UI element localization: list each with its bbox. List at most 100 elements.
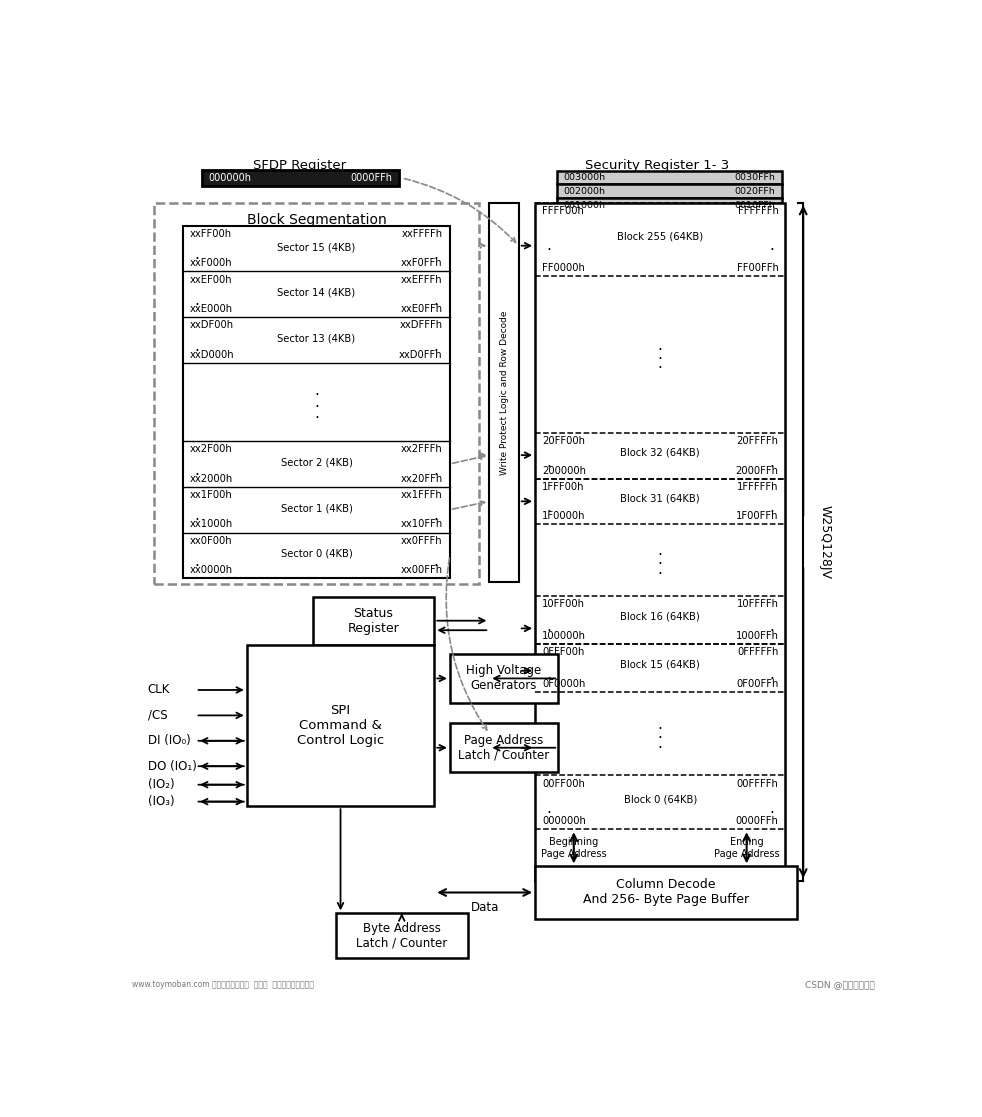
Text: Byte Address
Latch / Counter: Byte Address Latch / Counter <box>356 922 448 949</box>
Text: 0FFFFFh: 0FFFFFh <box>737 647 779 657</box>
Text: .: . <box>433 338 438 354</box>
Text: Block 16 (64KB): Block 16 (64KB) <box>621 612 700 622</box>
Text: xxF0FFh: xxF0FFh <box>402 258 443 268</box>
Text: .: . <box>194 508 199 524</box>
Text: xx2000h: xx2000h <box>191 474 234 484</box>
Text: 0020FFh: 0020FFh <box>735 187 776 195</box>
Text: xxD0FFh: xxD0FFh <box>400 350 443 360</box>
Text: .: . <box>194 462 199 478</box>
Text: xxE000h: xxE000h <box>191 304 234 314</box>
Text: 001000h: 001000h <box>563 201 605 210</box>
Text: .: . <box>433 508 438 524</box>
Bar <box>557 171 782 184</box>
Text: Sector 14 (4KB): Sector 14 (4KB) <box>278 288 355 298</box>
Text: .: . <box>433 247 438 262</box>
Text: Block Segmentation: Block Segmentation <box>246 213 386 227</box>
Text: Sector 2 (4KB): Sector 2 (4KB) <box>281 457 353 467</box>
Bar <box>535 202 786 881</box>
Text: xxF000h: xxF000h <box>191 258 233 268</box>
Text: Sector 0 (4KB): Sector 0 (4KB) <box>281 548 353 558</box>
Text: .: . <box>433 293 438 308</box>
Text: xx2FFFh: xx2FFFh <box>401 445 443 455</box>
Text: 000000h: 000000h <box>208 173 251 183</box>
Text: Block 32 (64KB): Block 32 (64KB) <box>621 448 700 458</box>
Text: .: . <box>547 619 552 633</box>
Text: Block 0 (64KB): Block 0 (64KB) <box>624 794 697 804</box>
Text: .: . <box>547 500 552 515</box>
Text: .: . <box>547 238 552 252</box>
Text: .: . <box>547 801 552 817</box>
Text: DI (IO₀): DI (IO₀) <box>147 734 191 747</box>
Text: 1FFFFFh: 1FFFFFh <box>736 483 779 493</box>
Bar <box>450 723 559 772</box>
Text: Ending
Page Address: Ending Page Address <box>714 837 780 859</box>
Text: 0F00FFh: 0F00FFh <box>736 679 779 689</box>
Text: xxD000h: xxD000h <box>191 350 235 360</box>
Text: xx1FFFh: xx1FFFh <box>401 490 443 499</box>
Text: xx2F00h: xx2F00h <box>191 445 233 455</box>
Text: .: . <box>314 394 319 410</box>
Text: FFFFFFh: FFFFFFh <box>737 206 779 216</box>
Bar <box>312 596 434 645</box>
Text: Column Decode
And 256- Byte Page Buffer: Column Decode And 256- Byte Page Buffer <box>583 878 749 907</box>
Text: xx0FFFh: xx0FFFh <box>402 536 443 545</box>
Text: .: . <box>194 293 199 308</box>
Text: Sector 13 (4KB): Sector 13 (4KB) <box>278 334 355 344</box>
Text: 0000FFh: 0000FFh <box>351 173 393 183</box>
Text: xx0000h: xx0000h <box>191 565 234 575</box>
Text: .: . <box>547 455 552 469</box>
Text: .: . <box>769 238 774 252</box>
Text: 0FFF00h: 0FFF00h <box>542 647 584 657</box>
Text: CLK: CLK <box>147 684 170 697</box>
Text: 10FFFFh: 10FFFFh <box>736 599 779 609</box>
Text: 10FF00h: 10FF00h <box>542 599 585 609</box>
Text: xxEF00h: xxEF00h <box>191 275 233 285</box>
Bar <box>246 645 434 806</box>
Text: .: . <box>314 407 319 421</box>
Text: CSDN @小光学嵌入式: CSDN @小光学嵌入式 <box>805 980 875 989</box>
Text: FF0000h: FF0000h <box>542 262 585 273</box>
Text: .: . <box>547 667 552 681</box>
Text: 1F0000h: 1F0000h <box>542 510 585 521</box>
Text: 20FF00h: 20FF00h <box>542 436 585 446</box>
Text: SPI
Command &
Control Logic: SPI Command & Control Logic <box>297 704 384 747</box>
Text: .: . <box>658 562 663 576</box>
Text: xxFF00h: xxFF00h <box>191 229 233 239</box>
Text: Beginning
Page Address: Beginning Page Address <box>541 837 607 859</box>
Text: .: . <box>658 543 663 558</box>
Text: .: . <box>194 554 199 569</box>
Text: 00FF00h: 00FF00h <box>542 779 585 789</box>
Text: xxFFFFh: xxFFFFh <box>402 229 443 239</box>
Text: www.toymoban.com 网络图片仅供展示  非存储  如有侵权请联系删除: www.toymoban.com 网络图片仅供展示 非存储 如有侵权请联系删除 <box>132 980 314 989</box>
Text: .: . <box>658 337 663 353</box>
Text: xxE0FFh: xxE0FFh <box>401 304 443 314</box>
Text: Sector 15 (4KB): Sector 15 (4KB) <box>277 242 355 252</box>
Bar <box>201 170 399 185</box>
Text: .: . <box>658 356 663 371</box>
Text: 2000FFh: 2000FFh <box>736 466 779 476</box>
Text: FF00FFh: FF00FFh <box>736 262 779 273</box>
Text: 0030FFh: 0030FFh <box>735 173 776 182</box>
Text: .: . <box>769 500 774 515</box>
Text: xxDF00h: xxDF00h <box>191 321 235 331</box>
Bar <box>450 653 559 703</box>
Text: xx1F00h: xx1F00h <box>191 490 233 499</box>
Text: Status
Register: Status Register <box>348 607 400 634</box>
Text: .: . <box>769 667 774 681</box>
Text: High Voltage
Generators: High Voltage Generators <box>466 665 542 693</box>
Text: Page Address
Latch / Counter: Page Address Latch / Counter <box>459 734 550 762</box>
Text: xx10FFh: xx10FFh <box>401 519 443 529</box>
Text: 20FFFFh: 20FFFFh <box>736 436 779 446</box>
Text: FFFF00h: FFFF00h <box>542 206 584 216</box>
Text: xxDFFFh: xxDFFFh <box>400 321 443 331</box>
Text: 00FFFFh: 00FFFFh <box>736 779 779 789</box>
Text: Data: Data <box>470 901 499 915</box>
Text: 1F00FFh: 1F00FFh <box>736 510 779 521</box>
Text: (IO₂): (IO₂) <box>147 779 174 791</box>
Text: 200000h: 200000h <box>542 466 586 476</box>
Text: 000000h: 000000h <box>542 817 586 827</box>
Text: .: . <box>433 554 438 569</box>
Text: .: . <box>769 801 774 817</box>
Text: .: . <box>314 383 319 398</box>
Text: 0010FFh: 0010FFh <box>735 201 776 210</box>
